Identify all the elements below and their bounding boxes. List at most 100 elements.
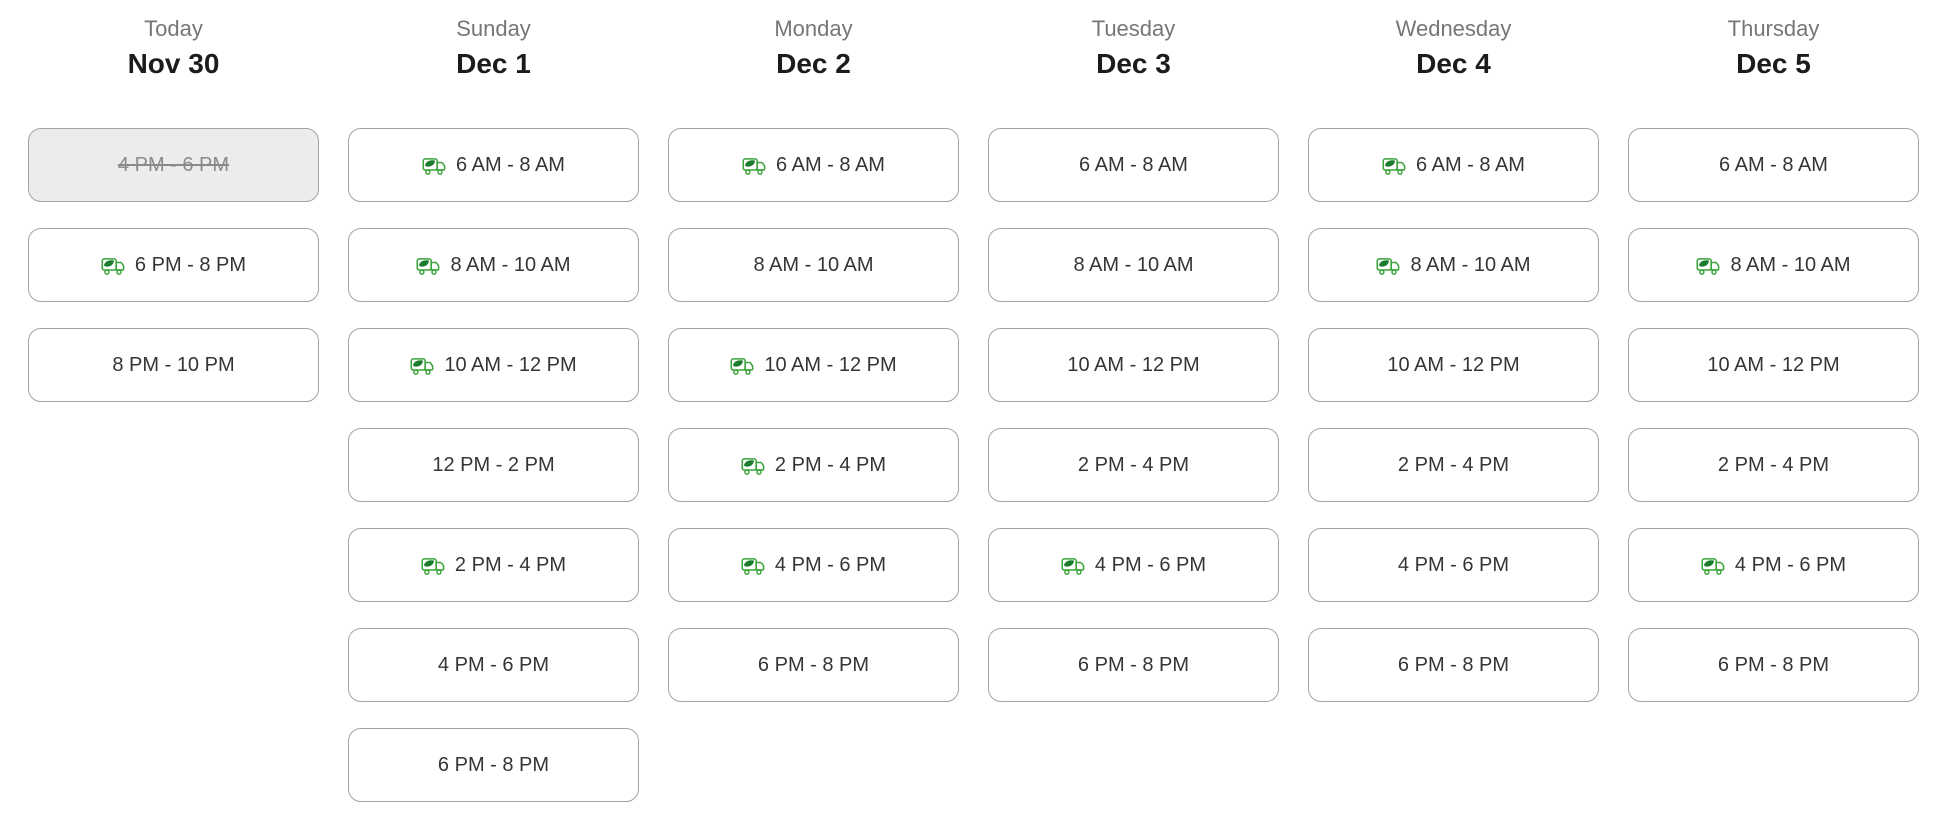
column-date: Dec 5: [1736, 48, 1811, 79]
column-header: Today Nov 30: [28, 14, 319, 82]
slot-time-label: 2 PM - 4 PM: [1077, 453, 1190, 476]
column-header: Tuesday Dec 3: [988, 14, 1279, 82]
slot-time-label: 10 AM - 12 PM: [1387, 353, 1520, 376]
eco-delivery-truck-icon: [410, 355, 435, 376]
slot-time-label: 2 PM - 4 PM: [1717, 453, 1830, 476]
time-slot-button[interactable]: 6 PM - 8 PM: [668, 628, 959, 702]
slot-time-label: 10 AM - 12 PM: [1707, 353, 1840, 376]
eco-delivery-truck-icon: [421, 555, 446, 576]
slot-time-label: 4 PM - 6 PM: [1734, 553, 1847, 576]
slot-time-label: 4 PM - 6 PM: [774, 553, 887, 576]
slot-time-label: 8 AM - 10 AM: [450, 253, 571, 276]
time-slot-button[interactable]: 8 AM - 10 AM: [1628, 228, 1919, 302]
eco-delivery-truck-icon: [1061, 555, 1086, 576]
time-slot-button[interactable]: 6 AM - 8 AM: [988, 128, 1279, 202]
time-slot-button[interactable]: 6 PM - 8 PM: [28, 228, 319, 302]
slot-time-label: 8 PM - 10 PM: [112, 353, 235, 376]
slot-time-label: 6 AM - 8 AM: [776, 153, 885, 176]
time-slot-button[interactable]: 6 PM - 8 PM: [988, 628, 1279, 702]
time-slot-button[interactable]: 6 AM - 8 AM: [1628, 128, 1919, 202]
time-slot-button[interactable]: 8 AM - 10 AM: [668, 228, 959, 302]
day-column-today: Today Nov 30 4 PM - 6 PM 6 PM - 8 PM 8 P…: [28, 14, 319, 828]
time-slot-button[interactable]: 8 PM - 10 PM: [28, 328, 319, 402]
time-slot-button[interactable]: 10 AM - 12 PM: [1628, 328, 1919, 402]
time-slot-button[interactable]: 12 PM - 2 PM: [348, 428, 639, 502]
slot-time-label: 6 PM - 8 PM: [134, 253, 247, 276]
column-header: Sunday Dec 1: [348, 14, 639, 82]
slot-list: 6 AM - 8 AM 8 AM - 10 AM 10 AM - 12 PM: [668, 128, 959, 728]
day-column-tuesday: Tuesday Dec 3 6 AM - 8 AM 8 AM - 10 AM 1…: [988, 14, 1279, 828]
slot-time-label: 4 PM - 6 PM: [437, 653, 550, 676]
time-slot-button[interactable]: 2 PM - 4 PM: [348, 528, 639, 602]
eco-delivery-truck-icon: [1701, 555, 1726, 576]
eco-delivery-truck-icon: [741, 455, 766, 476]
column-header: Wednesday Dec 4: [1308, 14, 1599, 82]
slot-list: 6 AM - 8 AM 8 AM - 10 AM 10 AM - 12 PM: [348, 128, 639, 828]
column-day: Sunday: [456, 16, 531, 41]
column-date: Dec 3: [1096, 48, 1171, 79]
slot-time-label: 6 PM - 8 PM: [1077, 653, 1190, 676]
eco-delivery-truck-icon: [730, 355, 755, 376]
column-day: Wednesday: [1395, 16, 1512, 41]
time-slot-button[interactable]: 4 PM - 6 PM: [1308, 528, 1599, 602]
slot-time-label: 4 PM - 6 PM: [1094, 553, 1207, 576]
slot-time-label: 6 PM - 8 PM: [1397, 653, 1510, 676]
time-slot-button[interactable]: 6 AM - 8 AM: [668, 128, 959, 202]
column-day: Today: [144, 16, 203, 41]
column-date: Dec 1: [456, 48, 531, 79]
slot-time-label: 12 PM - 2 PM: [432, 453, 555, 476]
column-header: Monday Dec 2: [668, 14, 959, 82]
slot-list: 4 PM - 6 PM 6 PM - 8 PM 8 PM - 10 PM: [28, 128, 319, 428]
time-slot-button[interactable]: 8 AM - 10 AM: [988, 228, 1279, 302]
time-slot-button[interactable]: 6 PM - 8 PM: [1628, 628, 1919, 702]
time-slot-button[interactable]: 8 AM - 10 AM: [1308, 228, 1599, 302]
slot-time-label: 2 PM - 4 PM: [454, 553, 567, 576]
slot-list: 6 AM - 8 AM 8 AM - 10 AM 10 AM - 12 PM 2…: [1308, 128, 1599, 728]
time-slot-button[interactable]: 6 PM - 8 PM: [348, 728, 639, 802]
time-slot-button[interactable]: 4 PM - 6 PM: [668, 528, 959, 602]
time-slot-button[interactable]: 2 PM - 4 PM: [1628, 428, 1919, 502]
slot-time-label: 6 PM - 8 PM: [757, 653, 870, 676]
time-slot-button[interactable]: 2 PM - 4 PM: [988, 428, 1279, 502]
time-slot-button[interactable]: 10 AM - 12 PM: [1308, 328, 1599, 402]
time-slot-button[interactable]: 2 PM - 4 PM: [668, 428, 959, 502]
eco-delivery-truck-icon: [422, 155, 447, 176]
column-day: Monday: [774, 16, 853, 41]
slot-time-label: 6 PM - 8 PM: [437, 753, 550, 776]
eco-delivery-truck-icon: [101, 255, 126, 276]
slot-time-label: 2 PM - 4 PM: [774, 453, 887, 476]
slot-time-label: 6 AM - 8 AM: [1719, 153, 1828, 176]
eco-delivery-truck-icon: [1382, 155, 1407, 176]
slot-time-label: 2 PM - 4 PM: [1397, 453, 1510, 476]
time-slot-button[interactable]: 6 AM - 8 AM: [348, 128, 639, 202]
eco-delivery-truck-icon: [742, 155, 767, 176]
slot-time-label: 6 AM - 8 AM: [1416, 153, 1525, 176]
time-slot-button[interactable]: 8 AM - 10 AM: [348, 228, 639, 302]
slot-time-label: 4 PM - 6 PM: [117, 153, 230, 176]
slot-time-label: 8 AM - 10 AM: [1073, 253, 1194, 276]
slot-time-label: 10 AM - 12 PM: [444, 353, 577, 376]
eco-delivery-truck-icon: [416, 255, 441, 276]
slot-time-label: 8 AM - 10 AM: [753, 253, 874, 276]
slot-time-label: 8 AM - 10 AM: [1410, 253, 1531, 276]
slot-time-label: 10 AM - 12 PM: [1067, 353, 1200, 376]
time-slot-button[interactable]: 4 PM - 6 PM: [1628, 528, 1919, 602]
column-date: Dec 4: [1416, 48, 1491, 79]
slot-time-label: 6 PM - 8 PM: [1717, 653, 1830, 676]
time-slot-button[interactable]: 4 PM - 6 PM: [348, 628, 639, 702]
day-column-wednesday: Wednesday Dec 4 6 AM - 8 AM: [1308, 14, 1599, 828]
time-slot-button[interactable]: 6 PM - 8 PM: [1308, 628, 1599, 702]
slot-list: 6 AM - 8 AM 8 AM - 10 AM 10 AM - 12 PM 2…: [988, 128, 1279, 728]
time-slot-button[interactable]: 4 PM - 6 PM: [988, 528, 1279, 602]
time-slot-button[interactable]: 10 AM - 12 PM: [668, 328, 959, 402]
slot-time-label: 6 AM - 8 AM: [1079, 153, 1188, 176]
time-slot-button[interactable]: 6 AM - 8 AM: [1308, 128, 1599, 202]
eco-delivery-truck-icon: [1376, 255, 1401, 276]
time-slot-button[interactable]: 10 AM - 12 PM: [348, 328, 639, 402]
time-slot-button[interactable]: 2 PM - 4 PM: [1308, 428, 1599, 502]
slot-time-label: 4 PM - 6 PM: [1397, 553, 1510, 576]
slot-time-label: 6 AM - 8 AM: [456, 153, 565, 176]
slot-time-label: 8 AM - 10 AM: [1730, 253, 1851, 276]
time-slot-button[interactable]: 10 AM - 12 PM: [988, 328, 1279, 402]
